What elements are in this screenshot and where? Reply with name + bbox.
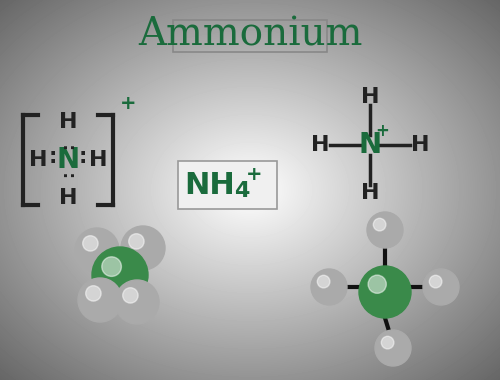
Text: H: H xyxy=(311,135,329,155)
Text: :: : xyxy=(49,147,57,167)
Circle shape xyxy=(78,278,122,322)
Text: :: : xyxy=(59,171,77,177)
Circle shape xyxy=(375,330,411,366)
Text: H: H xyxy=(411,135,429,155)
Circle shape xyxy=(382,336,394,349)
Text: N: N xyxy=(56,146,80,174)
Circle shape xyxy=(430,275,442,288)
Text: N: N xyxy=(358,131,382,159)
Text: +: + xyxy=(246,166,262,185)
Circle shape xyxy=(359,266,411,318)
Circle shape xyxy=(102,257,122,276)
Text: +: + xyxy=(120,94,136,113)
Text: NH: NH xyxy=(184,171,236,200)
Text: H: H xyxy=(59,112,77,132)
Text: H: H xyxy=(59,188,77,208)
Circle shape xyxy=(318,275,330,288)
Text: H: H xyxy=(29,150,47,170)
Circle shape xyxy=(374,218,386,231)
Circle shape xyxy=(121,226,165,270)
Circle shape xyxy=(115,280,159,324)
Circle shape xyxy=(75,228,119,272)
Circle shape xyxy=(122,288,138,303)
Text: H: H xyxy=(361,87,380,107)
Circle shape xyxy=(423,269,459,305)
Text: :: : xyxy=(59,142,77,149)
FancyBboxPatch shape xyxy=(178,161,277,209)
Text: :: : xyxy=(79,147,87,167)
Circle shape xyxy=(368,275,386,293)
Text: Ammonium: Ammonium xyxy=(138,16,362,54)
Text: H: H xyxy=(89,150,107,170)
Circle shape xyxy=(311,269,347,305)
Text: +: + xyxy=(375,122,389,140)
Circle shape xyxy=(128,234,144,249)
Circle shape xyxy=(86,286,101,301)
Circle shape xyxy=(82,236,98,251)
Circle shape xyxy=(92,247,148,303)
Circle shape xyxy=(367,212,403,248)
Text: 4: 4 xyxy=(234,181,250,201)
Text: H: H xyxy=(361,183,380,203)
